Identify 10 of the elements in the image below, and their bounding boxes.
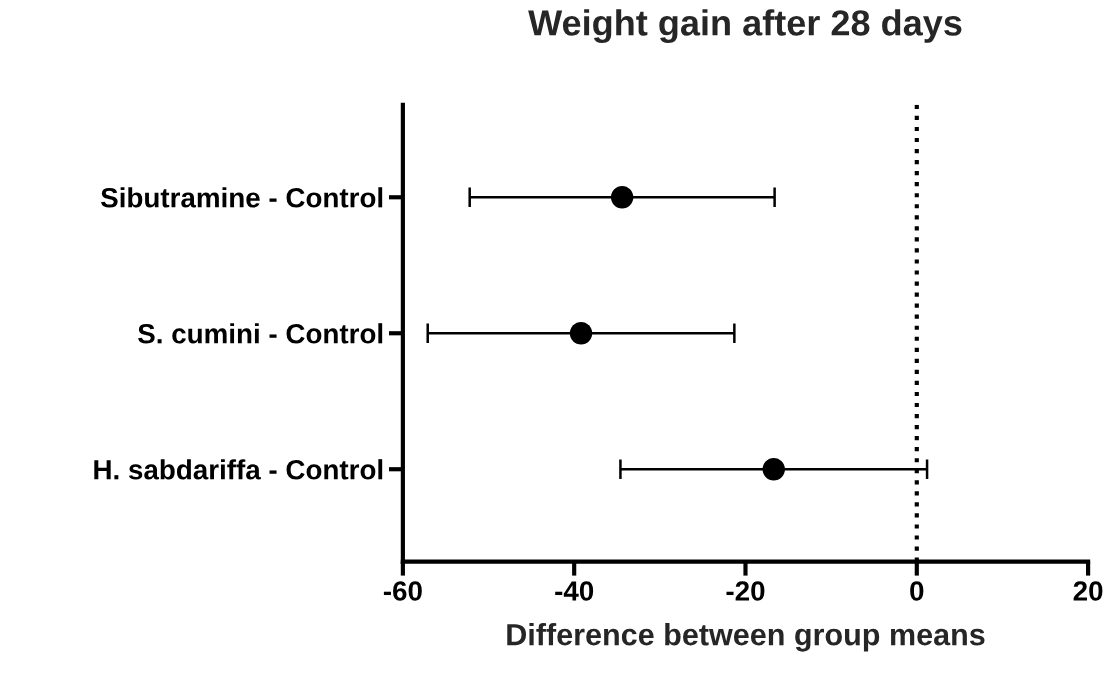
y-tick-label: H. sabdariffa - Control <box>94 459 383 480</box>
x-axis-title: Difference between group means <box>507 623 985 652</box>
x-tick-label: 20 <box>1073 581 1103 601</box>
x-tick-label: -20 <box>726 581 765 601</box>
x-tick-label: 0 <box>910 581 924 601</box>
y-tick-label: Sibutramine - Control <box>100 187 383 208</box>
x-tick-label: -40 <box>555 581 594 601</box>
y-tick-label: S. cumini - Control <box>138 323 383 344</box>
x-tick-label: -60 <box>383 581 422 601</box>
chart-title: Weight gain after 28 days <box>528 9 962 44</box>
